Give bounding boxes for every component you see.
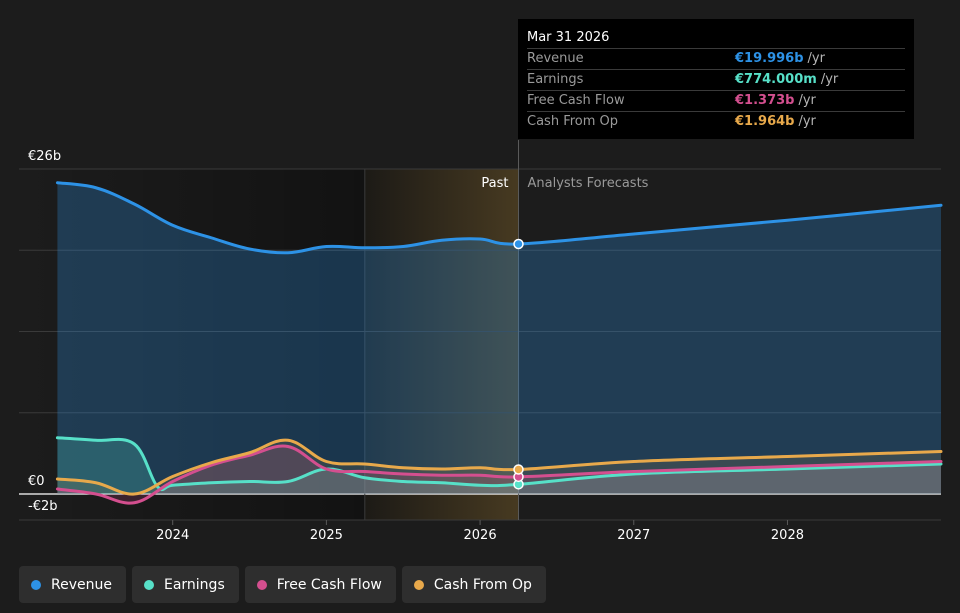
tooltip-label: Cash From Op: [527, 114, 619, 129]
series-area-cash-from-op: [57, 440, 941, 495]
tooltip-unit: /yr: [820, 72, 839, 87]
tooltip-unit: /yr: [798, 114, 816, 129]
legend-dot-icon: [256, 579, 267, 590]
forecast-label: Analysts Forecasts: [527, 176, 648, 191]
past-label: Past: [481, 176, 508, 191]
tooltip-value: €1.964b: [735, 114, 795, 129]
y-axis-label: -€2b: [28, 499, 58, 514]
series-area-revenue: [57, 182, 941, 494]
tooltip-label: Free Cash Flow: [527, 93, 625, 108]
tooltip-label: Revenue: [527, 51, 584, 66]
tooltip-value: €19.996b: [735, 51, 804, 66]
x-tick-label: 2025: [310, 528, 343, 543]
x-tick-label: 2026: [464, 528, 497, 543]
legend-item-earnings[interactable]: Earnings: [131, 566, 239, 603]
tooltip-label: Earnings: [527, 72, 584, 87]
legend-label: Revenue: [51, 576, 112, 593]
legend-item-revenue[interactable]: Revenue: [19, 566, 126, 603]
tooltip-value: €774.000m: [735, 72, 817, 87]
legend-label: Earnings: [163, 576, 225, 593]
tooltip-unit: /yr: [798, 93, 816, 108]
tooltip-unit: /yr: [807, 51, 825, 66]
tooltip-row-revenue: Revenue €19.996b /yr: [527, 49, 905, 70]
y-axis-label: €26b: [28, 149, 61, 164]
legend-dot-icon: [413, 579, 424, 590]
y-axis-label: €0: [28, 474, 45, 489]
x-tick-label: 2027: [617, 528, 650, 543]
tooltip: Mar 31 2026 Revenue €19.996b /yr Earning…: [518, 19, 914, 139]
series-line-free-cash-flow: [55, 444, 943, 505]
legend-item-cash-from-op[interactable]: Cash From Op: [401, 566, 546, 603]
legend-dot-icon: [143, 579, 154, 590]
tooltip-date: Mar 31 2026: [527, 27, 905, 49]
past-region: [19, 169, 365, 520]
tooltip-row-cash-from-op: Cash From Op €1.964b /yr: [527, 112, 905, 132]
marker-cash-from-op: [513, 464, 524, 475]
x-tick-label: 2028: [771, 528, 804, 543]
series-area-earnings: [57, 437, 941, 494]
tooltip-row-earnings: Earnings €774.000m /yr: [527, 70, 905, 91]
legend-label: Cash From Op: [433, 576, 532, 593]
legend-item-free-cash-flow[interactable]: Free Cash Flow: [244, 566, 396, 603]
legend: Revenue Earnings Free Cash Flow Cash Fro…: [19, 566, 546, 603]
tooltip-value: €1.373b: [735, 93, 795, 108]
legend-label: Free Cash Flow: [276, 576, 382, 593]
series-line-revenue: [55, 181, 943, 255]
series-area-free-cash-flow: [57, 446, 941, 504]
highlight-band: [364, 169, 519, 520]
series-line-cash-from-op: [55, 438, 943, 496]
tooltip-row-free-cash-flow: Free Cash Flow €1.373b /yr: [527, 91, 905, 112]
legend-dot-icon: [31, 579, 41, 590]
x-tick-label: 2024: [156, 528, 189, 543]
marker-revenue: [513, 238, 524, 250]
